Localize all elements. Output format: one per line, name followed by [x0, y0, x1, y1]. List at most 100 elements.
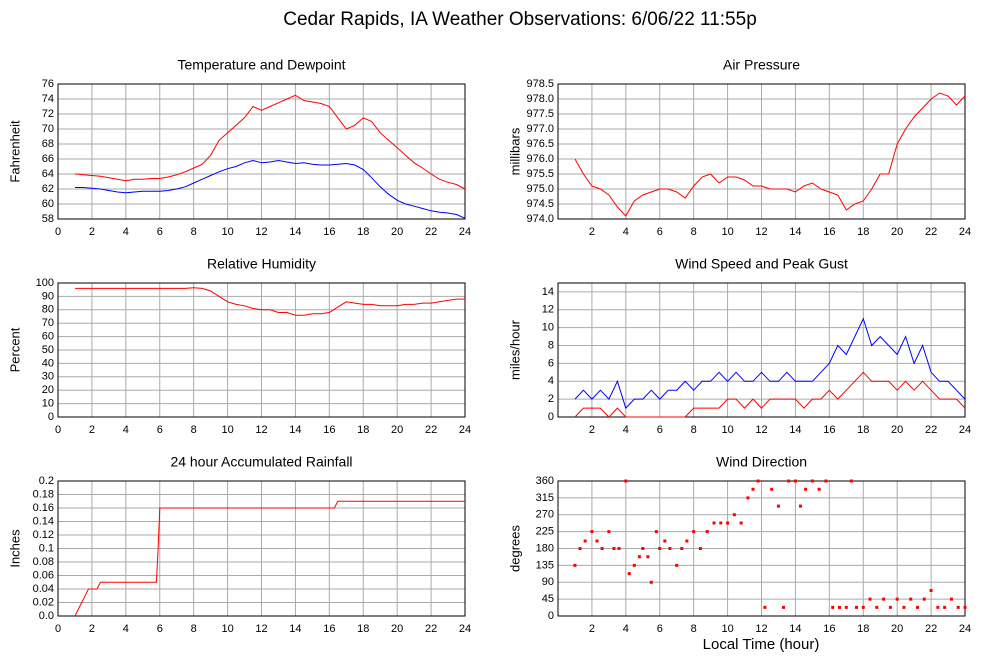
x-axis-label: Local Time (hour): [703, 636, 820, 653]
data-point: [732, 513, 736, 517]
y-tick-label: 30: [42, 371, 54, 383]
x-tick-label: 16: [323, 623, 335, 635]
x-tick-label: 14: [789, 424, 801, 436]
chart-title: Air Pressure: [723, 57, 800, 73]
y-tick-label: 72: [42, 108, 54, 120]
y-tick-label: 40: [42, 357, 54, 369]
y-axis-label: Fahrenheit: [7, 120, 22, 183]
x-tick-label: 0: [55, 424, 61, 436]
x-tick-label: 18: [357, 226, 369, 238]
x-tick-label: 22: [925, 226, 937, 238]
chart-title: Temperature and Dewpoint: [177, 57, 345, 73]
y-tick-label: 977.0: [526, 123, 554, 135]
y-tick-label: 0.08: [33, 556, 54, 568]
y-tick-label: 66: [42, 153, 54, 165]
data-point: [854, 605, 858, 609]
data-point: [838, 605, 842, 609]
data-point: [658, 547, 662, 550]
y-tick-label: 14: [542, 286, 554, 298]
x-tick-label: 14: [289, 424, 301, 436]
x-tick-label: 6: [657, 623, 663, 635]
y-tick-label: 0: [48, 411, 54, 423]
x-tick-label: 24: [959, 226, 971, 238]
x-tick-label: 22: [425, 623, 437, 635]
x-tick-label: 6: [157, 424, 163, 436]
data-point: [799, 504, 803, 508]
data-point: [895, 597, 899, 601]
data-point: [787, 479, 791, 483]
y-tick-label: 0: [548, 610, 554, 622]
data-point: [578, 547, 582, 550]
data-point: [888, 605, 892, 609]
data-point: [831, 605, 835, 609]
y-tick-label: 974.5: [526, 198, 554, 210]
data-point: [943, 605, 947, 609]
y-tick-label: 315: [536, 492, 554, 504]
x-tick-label: 20: [891, 226, 903, 238]
y-tick-label: 100: [36, 277, 54, 289]
data-point: [929, 589, 933, 592]
x-tick-label: 2: [89, 424, 95, 436]
data-point: [844, 605, 848, 609]
x-tick-label: 22: [425, 424, 437, 436]
x-tick-label: 16: [823, 226, 835, 238]
x-tick-label: 6: [657, 226, 663, 238]
y-tick-label: 977.5: [526, 108, 554, 120]
chart-title: Wind Direction: [716, 454, 807, 470]
x-tick-label: 12: [255, 226, 267, 238]
data-point: [646, 555, 650, 559]
data-point: [607, 530, 611, 534]
x-tick-label: 18: [357, 424, 369, 436]
data-point: [763, 605, 767, 609]
data-point: [654, 530, 658, 534]
chart-title: Wind Speed and Peak Gust: [675, 256, 848, 272]
data-line: [74, 500, 465, 617]
plot-frame: [57, 282, 466, 418]
x-tick-label: 4: [623, 226, 629, 238]
data-point: [649, 580, 653, 584]
y-tick-label: 90: [542, 576, 554, 588]
data-point: [612, 547, 616, 550]
x-tick-label: 10: [721, 623, 733, 635]
data-line: [574, 371, 966, 418]
data-point: [882, 597, 886, 601]
data-point: [595, 539, 599, 543]
x-tick-label: 10: [221, 623, 233, 635]
data-point: [705, 530, 709, 534]
y-tick-label: 360: [536, 475, 554, 487]
data-point: [668, 547, 672, 550]
y-axis-label: millibars: [507, 127, 522, 175]
y-tick-label: 976.0: [526, 153, 554, 165]
data-line: [75, 159, 466, 219]
data-point: [685, 539, 689, 543]
x-tick-label: 14: [789, 226, 801, 238]
y-tick-label: 976.5: [526, 138, 554, 150]
data-point: [875, 605, 879, 609]
chart-title: 24 hour Accumulated Rainfall: [170, 454, 352, 470]
x-tick-label: 24: [459, 623, 471, 635]
y-tick-label: 978.0: [526, 93, 554, 105]
y-tick-label: 50: [42, 344, 54, 356]
y-tick-label: 6: [548, 357, 554, 369]
data-point: [719, 521, 723, 525]
data-point: [692, 530, 696, 534]
data-point: [770, 487, 774, 491]
y-tick-label: 975.5: [526, 168, 554, 180]
x-tick-label: 4: [623, 424, 629, 436]
data-point: [573, 563, 577, 567]
x-tick-label: 20: [891, 424, 903, 436]
x-tick-label: 18: [857, 226, 869, 238]
y-tick-label: 20: [42, 384, 54, 396]
data-point: [590, 530, 594, 534]
y-tick-label: 978.5: [526, 78, 554, 90]
data-point: [675, 563, 679, 567]
y-tick-label: 0.02: [33, 596, 54, 608]
y-tick-label: 74: [42, 93, 54, 105]
x-tick-label: 20: [891, 623, 903, 635]
y-tick-label: 64: [42, 168, 54, 180]
data-point: [712, 521, 716, 525]
x-tick-label: 4: [123, 623, 129, 635]
data-point: [641, 547, 645, 550]
data-point: [868, 597, 872, 601]
data-point: [698, 547, 702, 550]
